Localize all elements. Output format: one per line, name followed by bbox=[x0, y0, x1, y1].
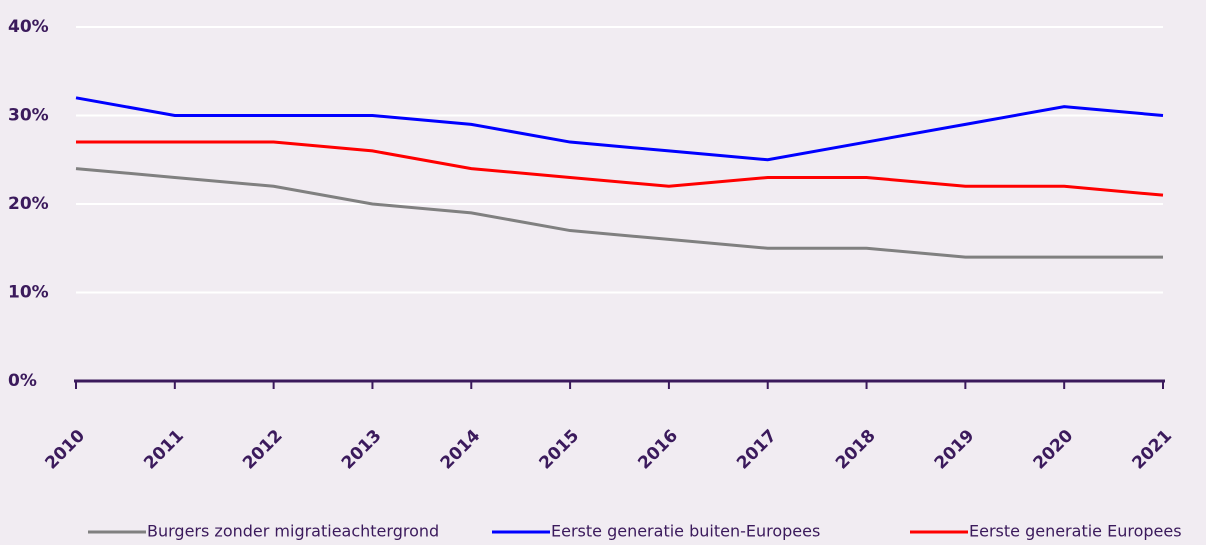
legend-label: Eerste generatie buiten-Europees bbox=[551, 522, 820, 541]
x-tick-label: 2021 bbox=[1128, 426, 1176, 474]
x-tick-label: 2011 bbox=[140, 426, 188, 474]
x-tick-label: 2019 bbox=[931, 426, 979, 474]
series-line bbox=[75, 96, 1164, 162]
x-tick-label: 2013 bbox=[338, 426, 386, 474]
legend-label: Eerste generatie Europees bbox=[969, 522, 1182, 541]
x-tick-label: 2017 bbox=[733, 426, 781, 474]
x-tick-label: 2012 bbox=[239, 426, 287, 474]
y-tick-label: 10% bbox=[8, 283, 49, 303]
y-tick-label: 0% bbox=[8, 371, 37, 391]
y-tick-label: 20% bbox=[8, 194, 49, 214]
x-tick-label: 2018 bbox=[832, 426, 880, 474]
series-line bbox=[75, 167, 1163, 259]
legend-label: Burgers zonder migratieachtergrond bbox=[147, 522, 439, 541]
x-tick-label: 2020 bbox=[1030, 426, 1078, 474]
x-tick-label: 2015 bbox=[536, 426, 584, 474]
x-tick-label: 2016 bbox=[634, 426, 682, 474]
x-tick-label: 2014 bbox=[437, 426, 485, 474]
x-tick-label: 2010 bbox=[41, 426, 89, 474]
y-tick-label: 40% bbox=[8, 17, 49, 37]
series-line bbox=[76, 140, 1164, 197]
y-tick-label: 30% bbox=[8, 106, 49, 126]
